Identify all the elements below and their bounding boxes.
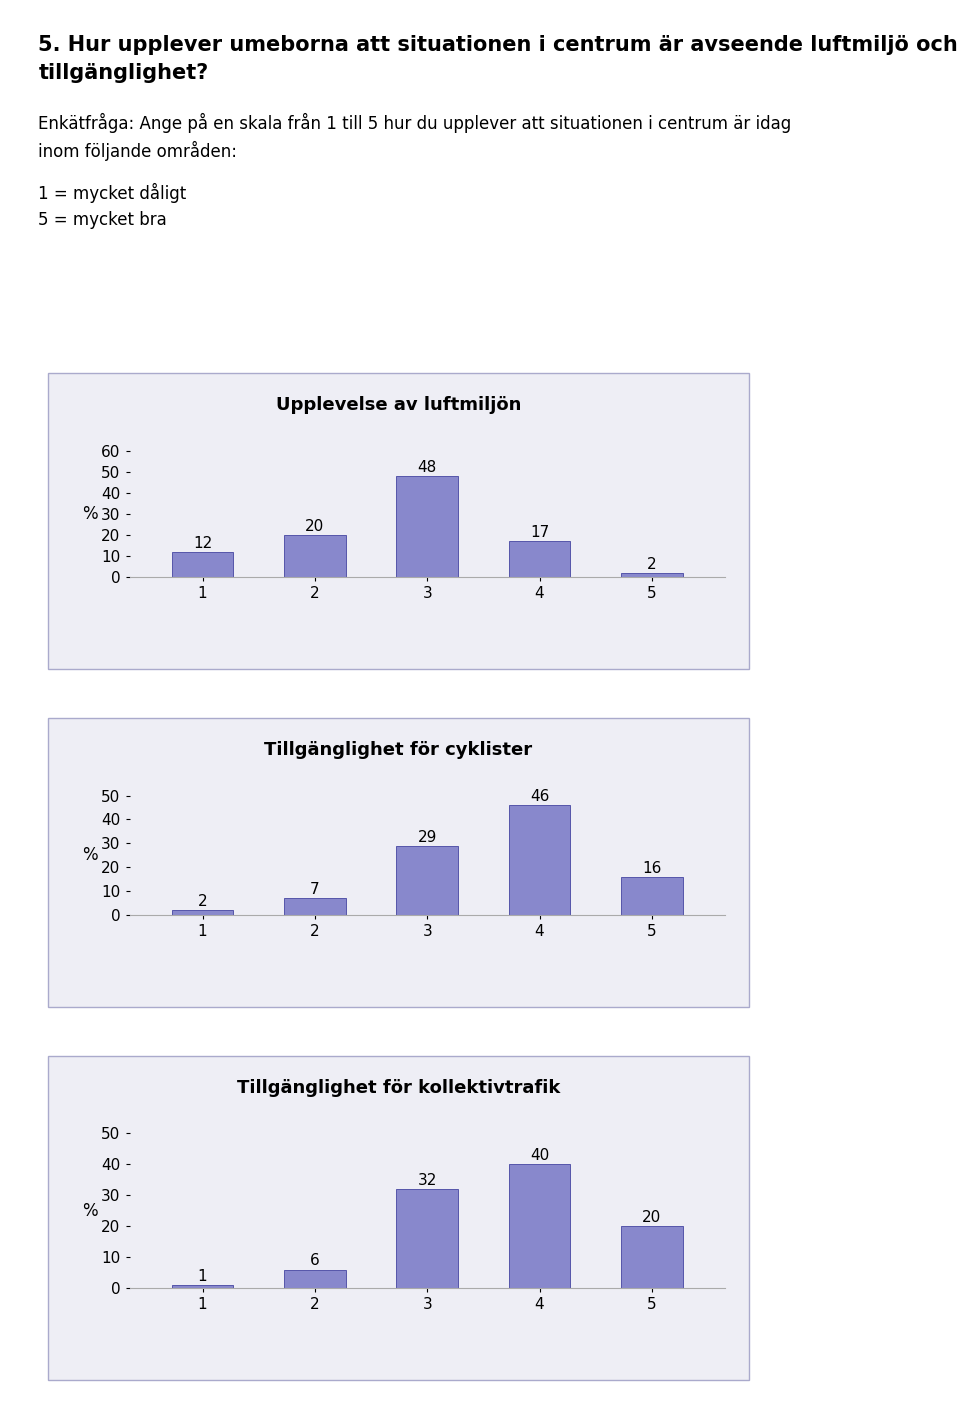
Text: 29: 29 bbox=[418, 829, 437, 845]
Bar bbox=[172, 1286, 233, 1288]
Text: tillgänglighet?: tillgänglighet? bbox=[38, 63, 208, 83]
Bar bbox=[396, 846, 458, 915]
Text: 16: 16 bbox=[642, 860, 661, 876]
Text: 20: 20 bbox=[642, 1209, 661, 1225]
Bar bbox=[621, 877, 683, 915]
Text: 20: 20 bbox=[305, 520, 324, 534]
Text: 5 = mycket bra: 5 = mycket bra bbox=[38, 211, 167, 230]
Text: 2: 2 bbox=[198, 894, 207, 910]
Text: 40: 40 bbox=[530, 1148, 549, 1163]
Bar bbox=[396, 1190, 458, 1288]
Text: 12: 12 bbox=[193, 536, 212, 551]
Bar bbox=[621, 1226, 683, 1288]
Bar bbox=[509, 1164, 570, 1288]
Text: Tillgänglighet för kollektivtrafik: Tillgänglighet för kollektivtrafik bbox=[237, 1079, 560, 1097]
Bar bbox=[396, 476, 458, 577]
Text: 5. Hur upplever umeborna att situationen i centrum är avseende luftmiljö och: 5. Hur upplever umeborna att situationen… bbox=[38, 35, 958, 55]
Text: inom följande områden:: inom följande områden: bbox=[38, 141, 237, 161]
Y-axis label: %: % bbox=[83, 505, 98, 522]
Text: Upplevelse av luftmiljön: Upplevelse av luftmiljön bbox=[276, 396, 521, 414]
Bar bbox=[284, 1270, 346, 1288]
Text: Tillgänglighet för cyklister: Tillgänglighet för cyklister bbox=[264, 741, 533, 759]
Text: 1 = mycket dåligt: 1 = mycket dåligt bbox=[38, 183, 186, 203]
Text: 7: 7 bbox=[310, 883, 320, 897]
Text: 6: 6 bbox=[310, 1253, 320, 1269]
Bar bbox=[172, 911, 233, 915]
Bar bbox=[284, 898, 346, 915]
Bar bbox=[509, 805, 570, 915]
Text: 48: 48 bbox=[418, 460, 437, 474]
Text: Enkätfråga: Ange på en skala från 1 till 5 hur du upplever att situationen i cen: Enkätfråga: Ange på en skala från 1 till… bbox=[38, 113, 792, 132]
Bar bbox=[172, 552, 233, 577]
Bar bbox=[621, 573, 683, 577]
Y-axis label: %: % bbox=[83, 846, 98, 865]
Text: 2: 2 bbox=[647, 558, 657, 572]
Text: 17: 17 bbox=[530, 525, 549, 541]
Bar bbox=[509, 541, 570, 577]
Text: 32: 32 bbox=[418, 1173, 437, 1188]
Bar bbox=[284, 535, 346, 577]
Text: 46: 46 bbox=[530, 788, 549, 804]
Y-axis label: %: % bbox=[83, 1202, 98, 1219]
Text: 1: 1 bbox=[198, 1269, 207, 1284]
